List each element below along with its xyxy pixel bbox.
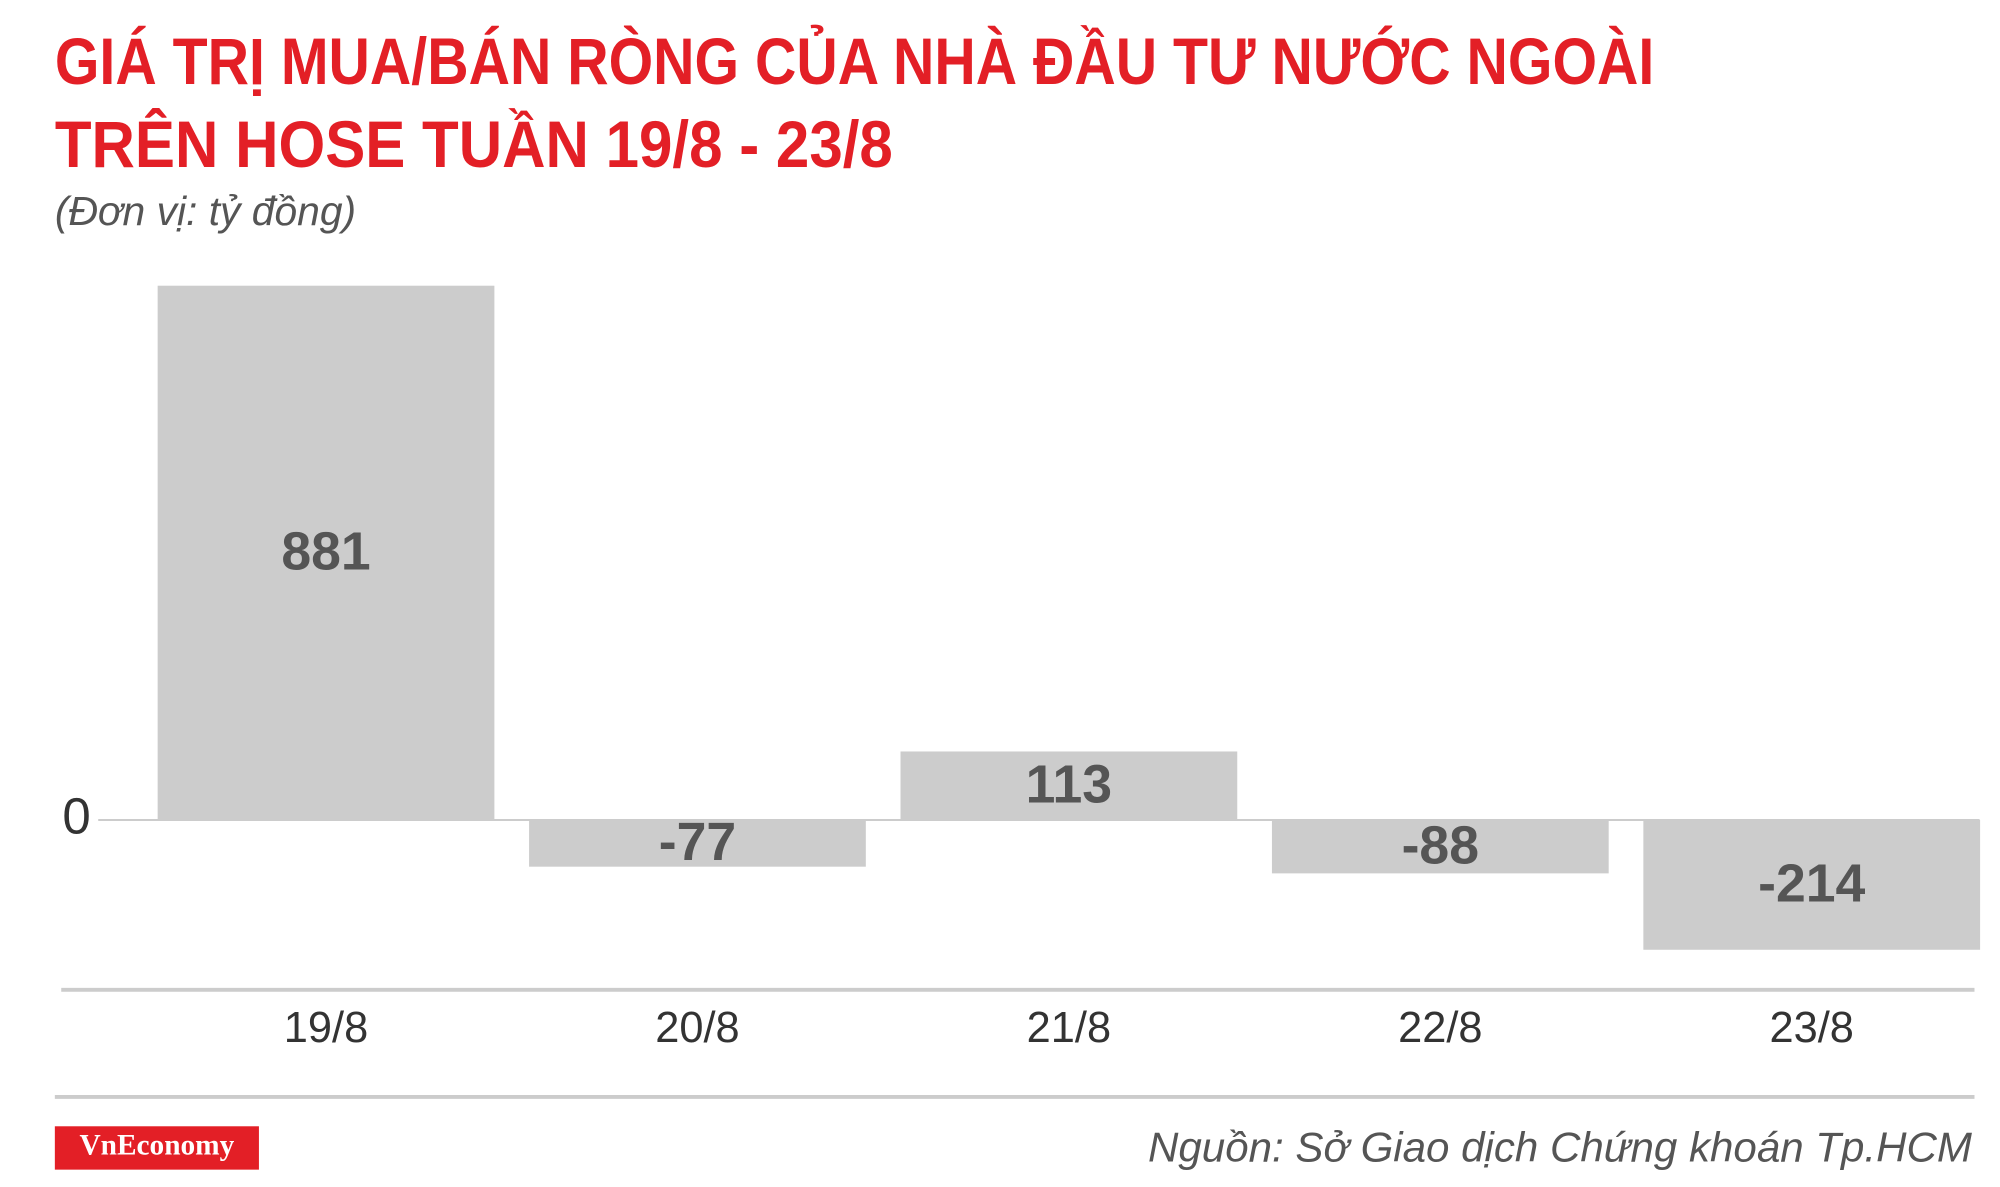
chart-title: GIÁ TRỊ MUA/BÁN RÒNG CỦA NHÀ ĐẦU TƯ NƯỚC… — [55, 24, 1654, 99]
data-label: -77 — [659, 813, 736, 872]
x-tick-label: 19/8 — [284, 1004, 368, 1052]
logo-box — [54, 1126, 259, 1170]
chart-subtitle: (Đơn vị: tỷ đồng) — [55, 188, 356, 234]
bar — [157, 285, 495, 820]
y-tick-label: 0 — [62, 787, 90, 844]
chart-title: TRÊN HOSE TUẦN 19/8 - 23/8 — [55, 107, 893, 182]
bar — [529, 819, 866, 867]
bar — [1271, 819, 1609, 874]
data-label: -88 — [1402, 816, 1479, 875]
x-tick-label: 22/8 — [1398, 1004, 1482, 1052]
data-label: 881 — [281, 523, 370, 582]
x-tick-label: 20/8 — [655, 1004, 739, 1052]
data-label: -214 — [1758, 855, 1865, 914]
logo: VnEconomy — [79, 1130, 234, 1162]
x-tick-label: 21/8 — [1027, 1004, 1111, 1052]
bar — [1643, 819, 1981, 950]
source-note: Nguồn: Sở Giao dịch Chứng khoán Tp.HCM — [1148, 1124, 1973, 1171]
x-tick-label: 23/8 — [1770, 1004, 1854, 1052]
data-label: 113 — [1026, 755, 1112, 814]
bar — [900, 751, 1238, 820]
